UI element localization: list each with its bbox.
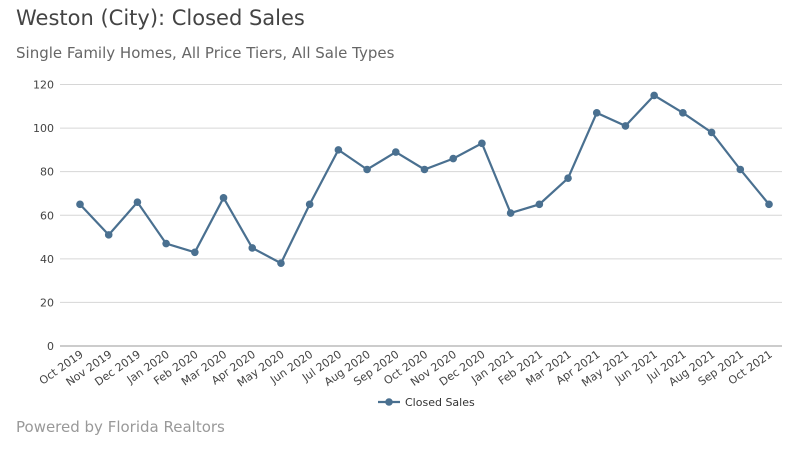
y-tick-label: 80 bbox=[40, 166, 54, 179]
data-point bbox=[104, 231, 113, 239]
data-point bbox=[650, 91, 658, 100]
powered-by-footer[interactable]: Powered by Florida Realtors bbox=[16, 418, 225, 436]
y-tick-label: 60 bbox=[40, 209, 54, 222]
data-point bbox=[391, 148, 400, 156]
data-point bbox=[478, 139, 486, 148]
legend-marker-icon bbox=[385, 398, 393, 406]
data-point bbox=[277, 259, 285, 267]
data-point bbox=[305, 200, 314, 209]
data-point bbox=[133, 198, 142, 206]
data-point bbox=[219, 194, 228, 202]
chart-title: Weston (City): Closed Sales bbox=[16, 6, 305, 30]
data-point bbox=[592, 109, 601, 117]
data-point bbox=[679, 109, 687, 117]
data-point bbox=[191, 248, 199, 257]
data-point bbox=[334, 146, 343, 154]
data-point bbox=[420, 165, 429, 174]
data-point bbox=[535, 200, 544, 209]
data-point bbox=[765, 200, 773, 209]
y-tick-label: 0 bbox=[47, 340, 54, 353]
series-line bbox=[79, 93, 770, 265]
y-tick-label: 40 bbox=[40, 253, 54, 266]
data-point bbox=[564, 174, 572, 183]
data-point bbox=[736, 165, 745, 174]
data-point bbox=[621, 122, 630, 130]
y-tick-label: 120 bbox=[33, 79, 54, 92]
data-point bbox=[162, 239, 170, 248]
legend-label: Closed Sales bbox=[405, 396, 475, 409]
data-point bbox=[248, 244, 257, 252]
data-point bbox=[76, 200, 84, 209]
data-point bbox=[363, 165, 371, 174]
y-tick-label: 20 bbox=[40, 296, 54, 309]
y-tick-label: 100 bbox=[33, 122, 54, 135]
data-point bbox=[449, 154, 458, 163]
data-point bbox=[506, 209, 515, 217]
chart-subtitle: Single Family Homes, All Price Tiers, Al… bbox=[16, 44, 395, 62]
data-point bbox=[707, 128, 716, 137]
